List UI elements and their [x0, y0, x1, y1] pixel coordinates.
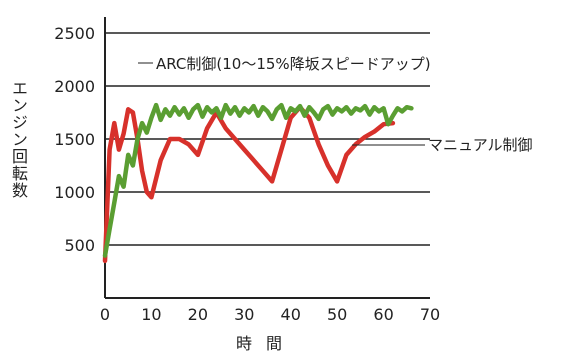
- y-tick-label: 2000: [54, 77, 95, 96]
- x-tick-label: 30: [234, 305, 254, 324]
- gridlines: [105, 32, 430, 246]
- y-tick-label: 1500: [54, 130, 95, 149]
- x-tick-label: 60: [373, 305, 393, 324]
- x-tick-label: 0: [100, 305, 110, 324]
- arc-series-label: ARC制御(10〜15%降坂スピードアップ): [156, 55, 431, 73]
- x-tick-label: 10: [141, 305, 161, 324]
- series-annotations: ARC制御(10〜15%降坂スピードアップ) マニュアル制御: [138, 55, 533, 154]
- x-tick-label: 40: [281, 305, 301, 324]
- x-tick-label: 50: [327, 305, 347, 324]
- y-tick-label: 500: [64, 236, 95, 255]
- x-tick-label: 70: [420, 305, 440, 324]
- y-tick-label: 1000: [54, 183, 95, 202]
- manual-series-label: マニュアル制御: [428, 136, 533, 154]
- x-tick-labels: 0 10 20 30 40 50 60 70: [100, 305, 440, 324]
- x-tick-label: 20: [188, 305, 208, 324]
- series-lines: [102, 102, 414, 264]
- y-tick-label: 2500: [54, 24, 95, 43]
- arc-series-line: [102, 102, 414, 258]
- y-tick-labels: 500 1000 1500 2000 2500: [54, 24, 95, 255]
- manual-series-line: [102, 104, 396, 264]
- y-axis-label: エンジン回転数: [9, 80, 28, 199]
- x-axis-label: 時間: [235, 334, 296, 353]
